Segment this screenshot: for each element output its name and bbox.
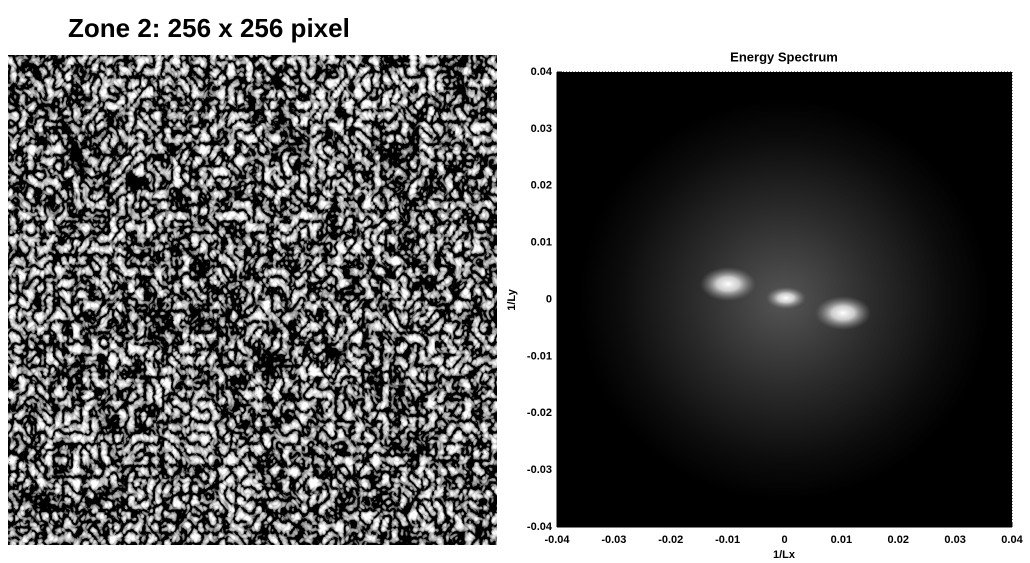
- spectrum-peak: [766, 287, 806, 309]
- x-tick-label: 0.01: [831, 534, 852, 546]
- y-tick-label: -0.04: [527, 521, 553, 533]
- spectrum-peak: [700, 267, 756, 301]
- spectrum-peak: [815, 296, 871, 330]
- x-tick-label: 0: [781, 534, 787, 546]
- y-tick-label: -0.03: [527, 464, 552, 476]
- sample-image-texture: [8, 55, 497, 545]
- y-tick-label: -0.02: [527, 407, 552, 419]
- y-tick-label: 0: [546, 293, 552, 305]
- x-tick-label: 0.02: [888, 534, 909, 546]
- plot-title: Energy Spectrum: [730, 49, 838, 64]
- x-axis-label: 1/Lx: [773, 549, 796, 561]
- y-tick-label: -0.01: [527, 350, 552, 362]
- x-tick-label: 0.03: [944, 534, 965, 546]
- x-tick-label: -0.03: [601, 534, 626, 546]
- x-tick-label: -0.02: [658, 534, 683, 546]
- x-tick-label: 0.04: [1001, 534, 1023, 546]
- y-tick-label: 0.01: [531, 237, 552, 249]
- y-tick-label: 0.04: [531, 66, 553, 78]
- spectrum-plot: Energy Spectrum 1/Lx 1/Ly: [506, 49, 1013, 561]
- y-axis-label: 1/Ly: [506, 288, 518, 310]
- x-tick-label: -0.04: [544, 534, 570, 546]
- page-title: Zone 2: 256 x 256 pixel: [68, 13, 350, 43]
- x-tick-label: -0.01: [715, 534, 740, 546]
- y-tick-label: 0.02: [531, 180, 552, 192]
- y-tick-label: 0.03: [531, 123, 552, 135]
